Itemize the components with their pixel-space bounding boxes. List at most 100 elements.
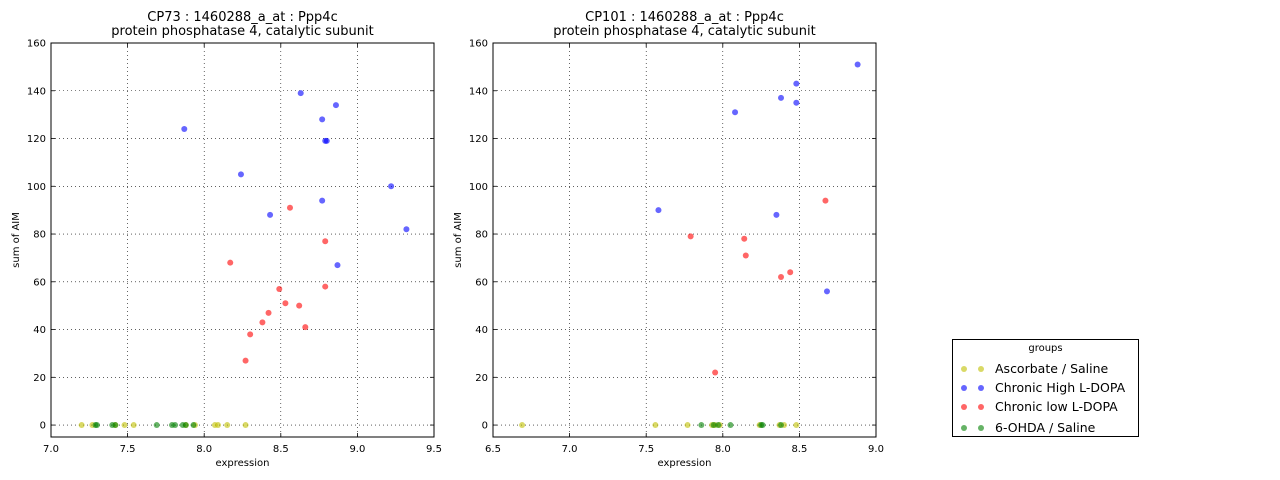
legend: groups Ascorbate / Saline Chronic High L…: [952, 339, 1139, 437]
chart-2-point-chronic-low-l-dopa: [742, 252, 749, 259]
chart-2-point-chronic-high-l-dopa: [778, 94, 785, 101]
chart-1-point-chronic-high-l-dopa: [267, 211, 274, 218]
chart-1-y-tick-label: 160: [27, 39, 46, 50]
chart-1-point-chronic-high-l-dopa: [237, 171, 244, 178]
chart-1-point-6-ohda-saline: [93, 422, 100, 429]
chart-1-point-chronic-low-l-dopa: [276, 285, 283, 292]
chart-1-point-chronic-high-l-dopa: [181, 125, 188, 132]
chart-1-x-tick-label: 7.5: [120, 444, 136, 455]
chart-2-point-chronic-low-l-dopa: [741, 235, 748, 242]
legend-marker-6ohda-saline: [978, 425, 984, 431]
chart-1-point-chronic-low-l-dopa: [247, 331, 254, 338]
chart-2-point-chronic-high-l-dopa: [823, 288, 830, 295]
legend-marker-chronic-low: [961, 404, 967, 410]
chart-2-point-chronic-high-l-dopa: [793, 80, 800, 87]
chart-1-point-chronic-high-l-dopa: [319, 197, 326, 204]
chart-1-y-tick-label: 20: [33, 373, 46, 384]
chart-2-point-6-ohda-saline: [778, 422, 785, 429]
chart-1-point-ascorbate-saline: [130, 422, 137, 429]
chart-1-y-tick-label: 100: [27, 182, 46, 193]
chart-1-x-axis-label: expression: [216, 458, 270, 469]
chart-2-y-axis-label: sum of AIM: [453, 212, 464, 268]
legend-label-ascorbate-saline: Ascorbate / Saline: [995, 361, 1109, 376]
chart-2-point-ascorbate-saline: [793, 422, 800, 429]
chart-2-y-tick-label: 80: [475, 230, 488, 241]
chart-1-x-tick-label: 9.0: [349, 444, 365, 455]
chart-2-point-chronic-high-l-dopa: [655, 207, 662, 214]
chart-1-point-chronic-low-l-dopa: [296, 302, 303, 309]
chart-2-x-tick-label: 7.0: [562, 444, 578, 455]
legend-marker-6ohda-saline: [961, 425, 967, 431]
chart-2-y-tick-label: 100: [469, 182, 488, 193]
chart-2-point-6-ohda-saline: [715, 422, 722, 429]
chart-2-point-chronic-high-l-dopa: [773, 211, 780, 218]
chart-1-point-chronic-high-l-dopa: [388, 183, 395, 190]
chart-2-point-chronic-low-l-dopa: [822, 197, 829, 204]
chart-2-title: CP101 : 1460288_a_at : Ppp4c: [585, 10, 784, 25]
legend-label-chronic-low: Chronic low L-DOPA: [995, 399, 1118, 414]
chart-1-point-ascorbate-saline: [224, 422, 231, 429]
chart-2-x-tick-label: 8.5: [791, 444, 807, 455]
chart-2-point-ascorbate-saline: [652, 422, 659, 429]
chart-2-point-chronic-low-l-dopa: [787, 269, 794, 276]
chart-2-point-6-ohda-saline: [727, 422, 734, 429]
chart-1-plot-frame: [50, 42, 435, 438]
chart-2-point-chronic-low-l-dopa: [687, 233, 694, 240]
chart-1-point-chronic-low-l-dopa: [242, 357, 249, 364]
legend-title: groups: [1028, 343, 1063, 354]
chart-2-point-chronic-high-l-dopa: [854, 61, 861, 68]
chart-1-point-chronic-low-l-dopa: [286, 204, 293, 211]
chart-1-x-tick-label: 9.5: [426, 444, 442, 455]
chart-1-y-tick-label: 140: [27, 86, 46, 97]
chart-1-y-axis-label: sum of AIM: [11, 212, 22, 268]
chart-1-y-tick-label: 120: [27, 134, 46, 145]
legend-marker-ascorbate-saline: [961, 366, 967, 372]
chart-1-point-chronic-low-l-dopa: [227, 259, 234, 266]
legend-marker-chronic-low: [978, 404, 984, 410]
chart-2-x-tick-label: 8.0: [715, 444, 731, 455]
chart-2-point-chronic-high-l-dopa: [732, 109, 739, 116]
chart-1-point-chronic-low-l-dopa: [259, 319, 266, 326]
chart-1-point-ascorbate-saline: [214, 422, 221, 429]
chart-2-point-ascorbate-saline: [684, 422, 691, 429]
chart-1-point-chronic-low-l-dopa: [282, 300, 289, 307]
chart-1-point-chronic-low-l-dopa: [322, 283, 329, 290]
chart-1-y-tick-label: 80: [33, 230, 46, 241]
chart-1-point-chronic-high-l-dopa: [323, 137, 330, 144]
chart-1-subtitle: protein phosphatase 4, catalytic subunit: [111, 24, 374, 39]
chart-2-x-tick-label: 9.0: [868, 444, 884, 455]
chart-1-x-tick-label: 8.5: [273, 444, 289, 455]
legend-label-chronic-high: Chronic High L-DOPA: [995, 380, 1126, 395]
chart-2-point-6-ohda-saline: [698, 422, 705, 429]
legend-marker-ascorbate-saline: [978, 366, 984, 372]
chart-1-point-chronic-high-l-dopa: [297, 90, 304, 97]
chart-1-point-chronic-low-l-dopa: [265, 309, 272, 316]
chart-2-y-tick-label: 140: [469, 86, 488, 97]
chart-2-y-tick-label: 60: [475, 277, 488, 288]
chart-2-y-tick-label: 20: [475, 373, 488, 384]
chart-1-point-ascorbate-saline: [242, 422, 249, 429]
chart-1-title-block: CP73 : 1460288_a_at : Ppp4c protein phos…: [51, 11, 434, 39]
chart-2-y-tick-label: 120: [469, 134, 488, 145]
chart-1-point-chronic-low-l-dopa: [302, 324, 309, 331]
chart-2-point-6-ohda-saline: [759, 422, 766, 429]
chart-2-subtitle: protein phosphatase 4, catalytic subunit: [553, 24, 816, 39]
chart-1-y-tick-label: 40: [33, 325, 46, 336]
chart-2-point-chronic-low-l-dopa: [778, 274, 785, 281]
chart-1-point-6-ohda-saline: [153, 422, 160, 429]
chart-1-point-ascorbate-saline: [121, 422, 128, 429]
chart-1-point-chronic-high-l-dopa: [332, 102, 339, 109]
chart-1-y-tick-label: 0: [40, 421, 46, 432]
chart-1-point-chronic-low-l-dopa: [322, 238, 329, 245]
chart-1-point-6-ohda-saline: [190, 422, 197, 429]
chart-2-point-6-ohda-saline: [710, 422, 717, 429]
chart-1-point-chronic-high-l-dopa: [319, 116, 326, 123]
chart-1-point-6-ohda-saline: [172, 422, 179, 429]
chart-2-x-tick-label: 6.5: [485, 444, 501, 455]
chart-2-y-tick-label: 0: [482, 421, 488, 432]
legend-label-6ohda-saline: 6-OHDA / Saline: [995, 420, 1096, 435]
chart-2-x-tick-label: 7.5: [638, 444, 654, 455]
chart-1-point-6-ohda-saline: [112, 422, 119, 429]
chart-1-y-tick-label: 60: [33, 277, 46, 288]
